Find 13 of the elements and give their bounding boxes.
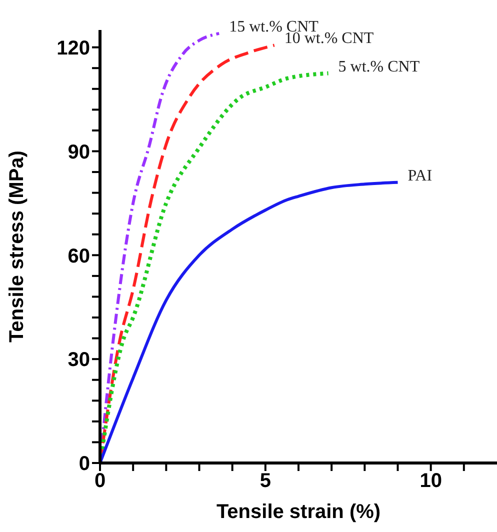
series-label: 5 wt.% CNT xyxy=(338,58,420,76)
x-tick-label: 10 xyxy=(420,470,442,492)
line-series xyxy=(100,180,400,463)
x-tick-label: 0 xyxy=(94,470,106,492)
y-axis-title: Tensile stress (MPa) xyxy=(6,150,28,342)
y-tick-label: 120 xyxy=(56,37,90,60)
y-tick-label: 30 xyxy=(68,349,90,372)
x-axis-title: Tensile strain (%) xyxy=(216,501,381,523)
y-tick-label: 60 xyxy=(68,245,90,268)
x-tick-label: 5 xyxy=(260,470,271,492)
series-label: PAI xyxy=(408,167,432,184)
y-tick-label: 0 xyxy=(78,453,90,476)
y-tick-label: 90 xyxy=(68,141,90,164)
